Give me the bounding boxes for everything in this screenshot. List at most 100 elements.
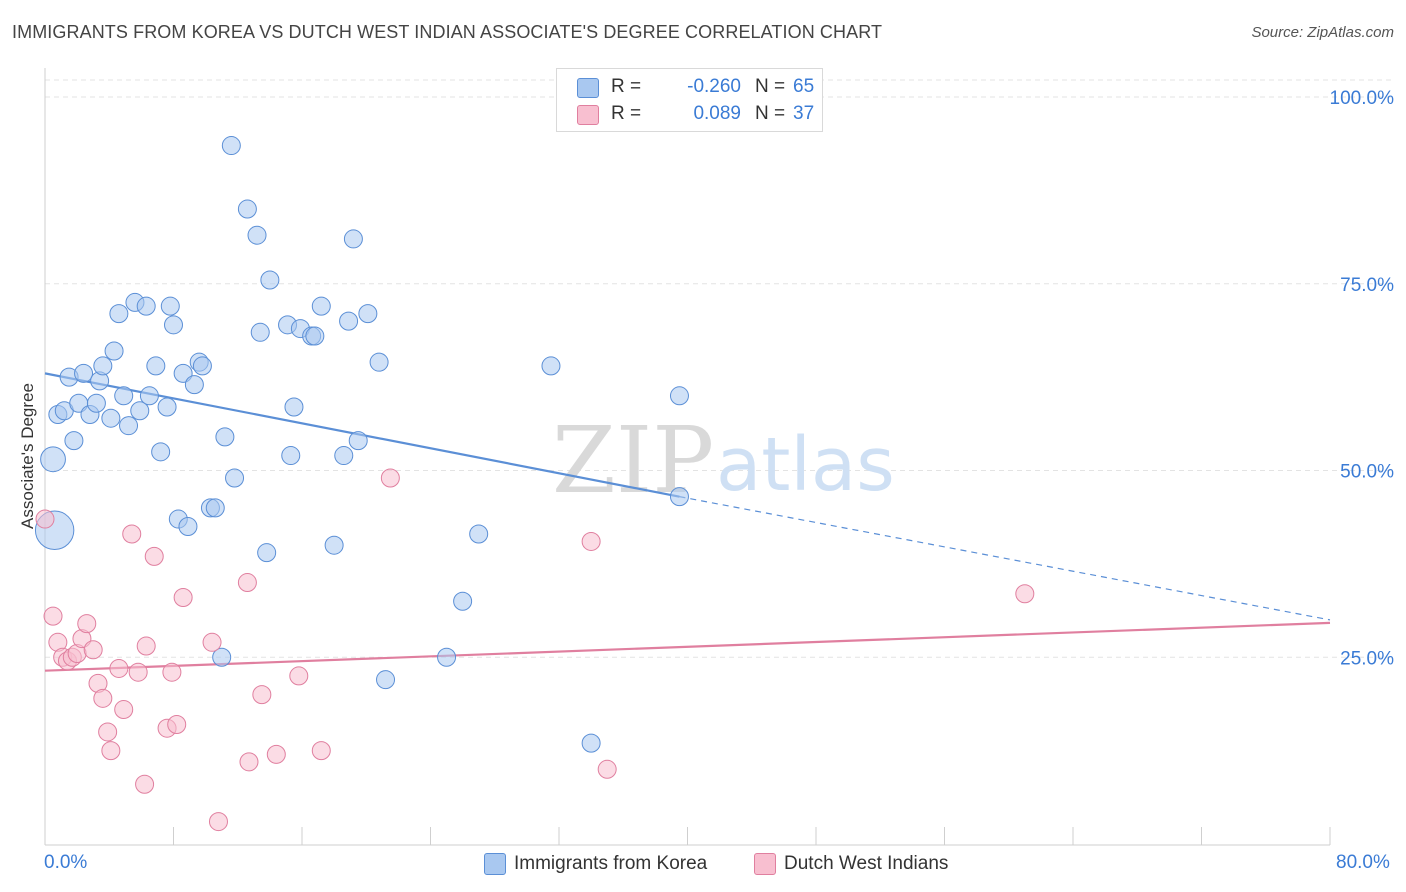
legend-label-korea: Immigrants from Korea [514,853,708,874]
x-axis-max-label: 80.0% [1336,852,1390,873]
trend-line-extension-0 [679,496,1331,621]
dutch-point [135,774,155,794]
korea-point [64,431,84,451]
legend-n-label: N = [755,76,786,97]
dutch-point [122,524,142,544]
korea-point [541,356,561,376]
korea-point [205,498,225,518]
korea-point [305,326,325,346]
legend-swatch-dutch [754,853,776,875]
korea-point [334,446,354,466]
korea-point [221,136,241,156]
dutch-point [83,640,103,660]
dutch-point [98,722,118,742]
dutch-point [597,759,617,779]
korea-point [151,442,171,462]
korea-point [93,356,113,376]
korea-point [104,341,124,361]
grid-lines [45,79,1395,658]
korea-point [669,487,689,507]
korea-point [157,397,177,417]
dutch-point [581,531,601,551]
korea-point [109,304,129,324]
korea-point [146,356,166,376]
korea-point [581,733,601,753]
korea-point [237,199,257,219]
dutch-point [266,744,286,764]
legend-n-value: 37 [793,103,815,124]
dutch-point [380,468,400,488]
dutch-point [93,688,113,708]
chart-title: IMMIGRANTS FROM KOREA VS DUTCH WEST INDI… [12,22,883,42]
legend-r-value: 0.089 [693,103,741,124]
data-points [34,136,1035,832]
dutch-point [289,666,309,686]
legend-r-value: -0.260 [687,76,741,97]
legend-n-label: N = [755,103,786,124]
korea-point [225,468,245,488]
korea-point [348,431,368,451]
legend-r-label: R = [611,76,642,97]
korea-point [178,517,198,537]
korea-point [86,393,106,413]
y-tick-label-75: 75.0% [1340,275,1394,296]
watermark-zip: ZIP [552,407,714,514]
legend-swatch-korea [484,853,506,875]
korea-point [469,524,489,544]
dutch-point [167,714,187,734]
watermark: ZIP atlas [552,407,895,514]
legend-swatch-korea [577,78,599,98]
correlation-legend: R = -0.260 N = 65 R = 0.089 N = 37 [556,68,823,132]
legend-label-dutch: Dutch West Indians [784,853,949,874]
korea-point [74,363,94,383]
korea-point [369,352,389,372]
korea-point [139,386,159,406]
y-tick-label-50: 50.0% [1340,462,1394,483]
korea-point [437,647,457,667]
korea-point [184,375,204,395]
dutch-point [35,509,55,529]
korea-point [130,401,150,421]
korea-point [284,397,304,417]
dutch-point [128,662,148,682]
legend-r-label: R = [611,103,642,124]
dutch-point [114,700,134,720]
dutch-point [202,632,222,652]
korea-point [40,446,66,473]
korea-point [101,408,121,428]
korea-point [192,356,212,376]
korea-point [260,270,280,290]
dutch-point [136,636,156,656]
dutch-point [109,658,129,678]
dutch-point [239,752,259,772]
korea-point [247,225,267,245]
korea-point [119,416,139,436]
y-tick-labels: 25.0% 50.0% 75.0% 100.0% [1330,88,1395,669]
korea-point [257,543,277,563]
dutch-point [237,573,257,593]
dutch-point [173,587,193,607]
legend-n-value: 65 [793,76,815,97]
korea-point [173,363,193,383]
korea-point [324,535,344,555]
dutch-point [77,614,97,634]
korea-point [215,427,235,447]
korea-point [212,647,232,667]
korea-point [164,315,183,335]
korea-point [343,229,363,249]
korea-point [669,386,689,406]
dutch-point [311,741,331,761]
korea-point [376,670,396,690]
source-label: Source: ZipAtlas.com [1251,24,1394,41]
y-tick-label-25: 25.0% [1340,648,1394,669]
watermark-atlas: atlas [716,422,895,508]
korea-point [136,296,156,316]
korea-point [358,304,378,324]
korea-point [339,311,359,331]
dutch-point [1015,584,1035,604]
legend-swatch-dutch [577,105,599,125]
trend-line-1 [44,621,1331,672]
dutch-point [101,741,121,761]
dutch-point [144,546,164,566]
